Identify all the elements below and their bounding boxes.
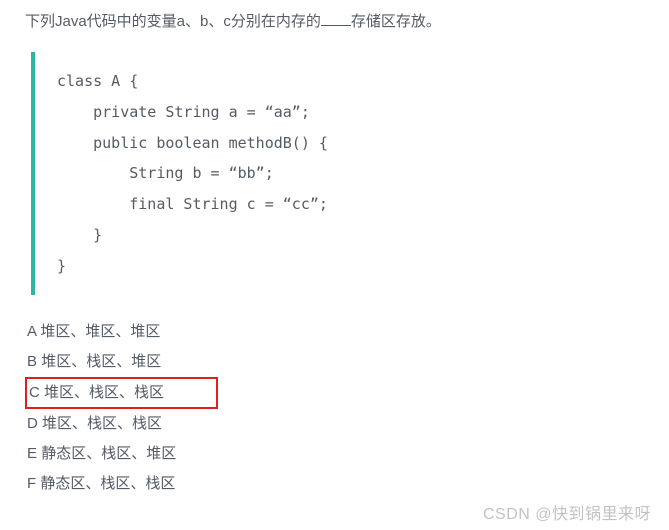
option-text: 堆区、栈区、栈区 (42, 415, 162, 432)
options-list: A 堆区、堆区、堆区 B 堆区、栈区、堆区 C 堆区、栈区、栈区 D 堆区、栈区… (25, 317, 669, 499)
option-letter: A (27, 323, 36, 340)
question-prefix: 下列Java代码中的变量a、b、c分别在内存的 (25, 13, 321, 30)
question-text: 下列Java代码中的变量a、b、c分别在内存的 存储区存放。 (25, 10, 669, 34)
option-letter: F (27, 475, 36, 492)
code-line: private String a = “aa”; (57, 97, 641, 128)
option-text: 堆区、堆区、堆区 (40, 323, 160, 340)
question-suffix: 存储区存放。 (351, 13, 441, 30)
code-line: String b = “bb”; (57, 158, 641, 189)
option-letter: C (29, 384, 40, 401)
code-line: final String c = “cc”; (57, 189, 641, 220)
option-b[interactable]: B 堆区、栈区、堆区 (25, 347, 669, 377)
code-block: class A { private String a = “aa”; publi… (31, 52, 641, 295)
code-line: } (57, 251, 641, 282)
option-c[interactable]: C 堆区、栈区、栈区 (25, 377, 218, 409)
option-text: 静态区、栈区、堆区 (41, 445, 176, 462)
option-letter: E (27, 445, 37, 462)
code-line: } (57, 220, 641, 251)
code-line: public boolean methodB() { (57, 128, 641, 159)
option-letter: B (27, 353, 37, 370)
option-a[interactable]: A 堆区、堆区、堆区 (25, 317, 669, 347)
code-line: class A { (57, 66, 641, 97)
blank-underline (321, 25, 351, 26)
option-letter: D (27, 415, 38, 432)
option-text: 静态区、栈区、栈区 (40, 475, 175, 492)
option-f[interactable]: F 静态区、栈区、栈区 (25, 469, 669, 499)
option-d[interactable]: D 堆区、栈区、栈区 (25, 409, 669, 439)
option-e[interactable]: E 静态区、栈区、堆区 (25, 439, 669, 469)
option-text: 堆区、栈区、栈区 (44, 384, 164, 401)
watermark-text: CSDN @快到锅里来呀 (483, 500, 651, 524)
option-text: 堆区、栈区、堆区 (41, 353, 161, 370)
